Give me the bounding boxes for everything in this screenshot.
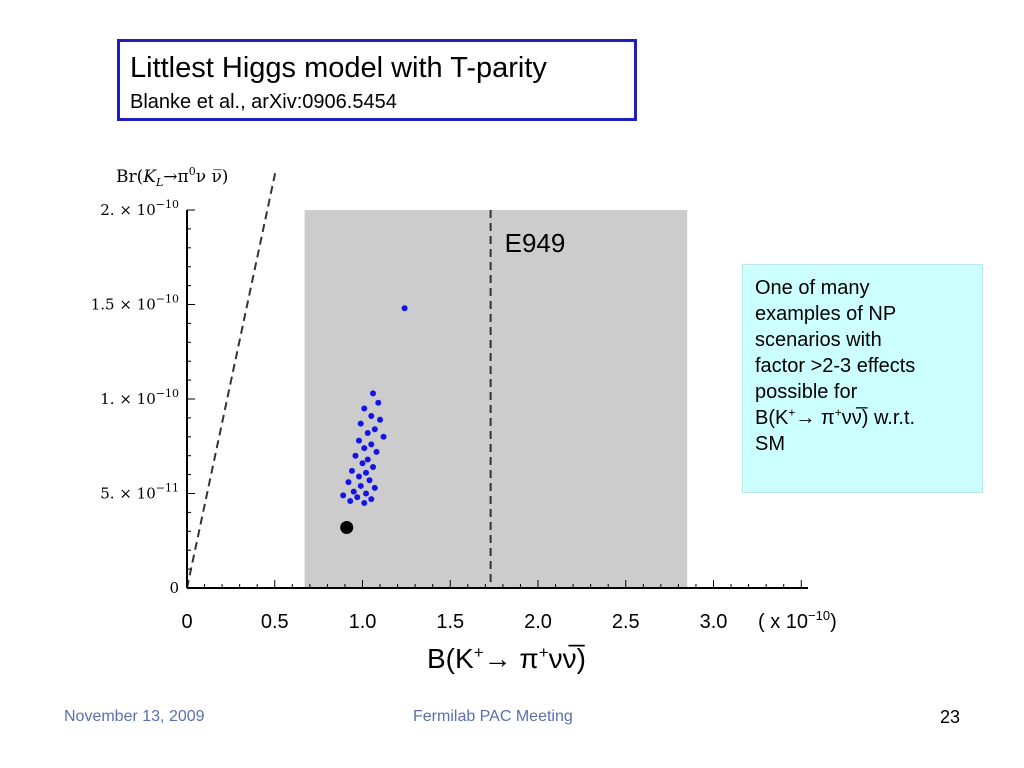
x-tick-label: 1.0: [349, 611, 377, 633]
data-point: [377, 416, 384, 423]
data-point: [345, 479, 352, 486]
data-point: [363, 469, 370, 476]
data-point: [357, 420, 364, 427]
page-number: 23: [940, 707, 961, 727]
note-line: examples of NP: [755, 303, 897, 325]
y-tick-label: 0: [169, 579, 179, 597]
data-point: [355, 437, 362, 444]
data-point: [364, 430, 371, 437]
note-last-line: SM: [755, 433, 785, 455]
x-unit-label: ( x 10−10): [758, 608, 837, 633]
data-point: [352, 452, 359, 459]
e949-label: E949: [505, 228, 566, 258]
note-text: One of many examples of NP scenarios with f…: [755, 275, 977, 457]
data-point: [370, 464, 377, 471]
data-point: [359, 460, 366, 467]
y-tick-label: 5. × 10−11: [100, 482, 179, 503]
x-tick-label: 1.5: [436, 611, 464, 633]
note-box: One of many examples of NP scenarios with f…: [742, 264, 983, 493]
data-point: [371, 426, 378, 433]
y-axis-title: Br(KL→π0ν ν̅): [116, 165, 228, 189]
data-point: [370, 390, 377, 397]
data-point: [350, 488, 357, 495]
data-point: [357, 482, 364, 489]
data-point: [363, 490, 370, 497]
data-point: [361, 405, 368, 412]
data-point: [375, 399, 382, 406]
x-tick-label: 0: [181, 611, 192, 633]
data-point: [373, 448, 380, 455]
data-point: [364, 456, 371, 463]
footer-date: November 13, 2009: [64, 708, 205, 725]
data-point: [380, 433, 387, 440]
data-point: [340, 492, 347, 499]
data-point: [348, 467, 355, 474]
data-point: [368, 441, 375, 448]
x-axis-title: B(K+→ π+νν̅): [427, 643, 586, 674]
x-tick-label: 3.0: [700, 611, 728, 633]
slide-subtitle: Blanke et al., arXiv:0906.5454: [130, 91, 397, 113]
data-point: [354, 494, 361, 501]
data-point: [371, 484, 378, 491]
footer-meeting: Fermilab PAC Meeting: [413, 708, 573, 725]
note-line: One of many: [755, 277, 870, 299]
sm-point: [340, 521, 354, 535]
x-tick-label: 0.5: [261, 611, 289, 633]
title-box: Littlest Higgs model with T-parity Blank…: [117, 39, 637, 121]
data-point: [361, 499, 368, 506]
data-point: [347, 498, 354, 505]
note-line: factor >2-3 effects: [755, 355, 916, 377]
x-tick-label: 2.5: [612, 611, 640, 633]
grossman-nir-bound-line: [186, 172, 277, 589]
data-point: [368, 413, 375, 420]
y-tick-label: 1. × 10−10: [100, 387, 179, 408]
note-line: scenarios with: [755, 329, 882, 351]
x-tick-label: 2.0: [524, 611, 552, 633]
data-point: [361, 445, 368, 452]
note-lines: One of many examples of NP scenarios with f…: [755, 275, 977, 405]
slide-title: Littlest Higgs model with T-parity: [130, 52, 547, 84]
data-point: [368, 496, 375, 503]
note-formula: B(K+→ π+νν̅) w.r.t.: [755, 405, 916, 429]
y-tick-label: 1.5 × 10−10: [91, 293, 179, 314]
data-point: [366, 477, 373, 484]
note-line: possible for: [755, 381, 858, 403]
data-point: [401, 305, 408, 312]
y-tick-label: 2. × 10−10: [100, 198, 179, 219]
e949-band: [304, 210, 688, 588]
data-point: [355, 473, 362, 480]
